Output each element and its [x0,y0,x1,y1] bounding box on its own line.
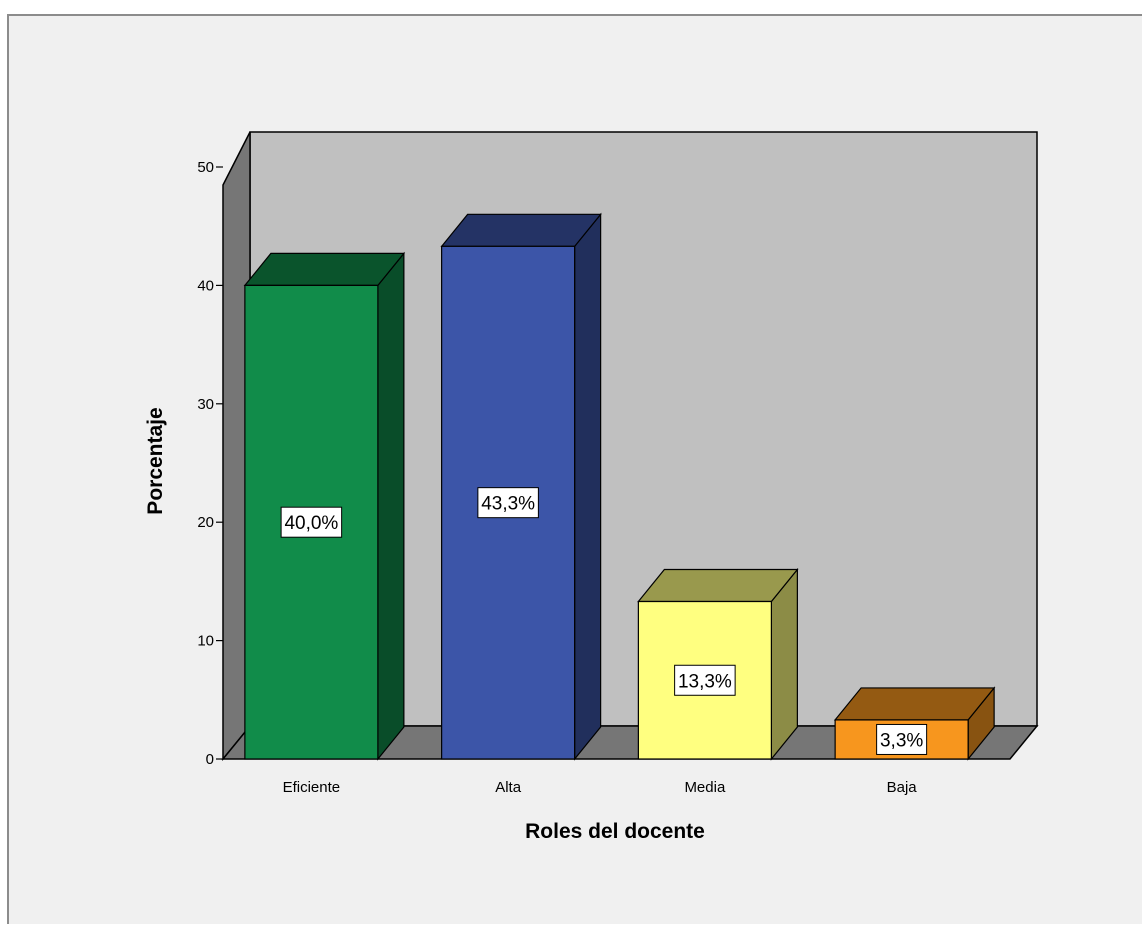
bar-chart: 0 10 20 30 40 50 40,0% 43,3% 13,3% 3,3% Eficient… [144,131,1039,843]
y-tick-label: 30 [197,396,214,413]
bar-top [440,213,602,247]
y-axis-title: Porcentaje [144,407,167,514]
data-label-box [876,723,928,755]
data-label-alta: 43,3% [477,487,539,519]
x-tick-label: Eficiente [283,779,341,796]
x-tick-label: Baja [887,779,918,796]
data-label-text: 40,0% [284,513,338,534]
data-label-box [477,487,539,519]
data-label-text: 3,3% [880,730,923,751]
bar-top [243,252,406,286]
y-tick-label: 0 [206,751,214,768]
data-label-box [674,664,736,696]
bar-top [637,568,799,603]
data-label-box [280,506,343,538]
y-tick-label: 20 [197,514,214,531]
bar-side [377,251,405,761]
data-label-eficiente: 40,0% [280,506,343,538]
bar-side [770,567,798,761]
data-label-text: 43,3% [481,494,535,515]
data-label-media: 13,3% [674,664,736,696]
x-axis-title: Roles del docente [525,820,705,843]
chart-frame: 0 10 20 30 40 50 40,0% 43,3% 13,3% 3,3% Eficient… [7,14,1142,924]
y-tick-label: 40 [197,277,214,294]
bar-alta [440,212,602,761]
y-tick-label: 10 [197,633,214,650]
x-tick-label: Alta [495,779,522,796]
x-tick-label: Media [684,779,726,796]
y-axis: 0 10 20 30 40 50 [197,159,223,768]
x-axis: Eficiente Alta Media Baja [283,779,918,796]
bar-side [574,212,602,761]
data-label-baja: 3,3% [876,723,928,755]
data-label-text: 13,3% [678,671,732,692]
y-tick-label: 50 [197,159,214,176]
bar-eficiente [243,251,406,761]
bar-media [637,567,799,761]
bar-top [833,687,996,721]
data-labels: 40,0% 43,3% 13,3% 3,3% [280,487,928,755]
